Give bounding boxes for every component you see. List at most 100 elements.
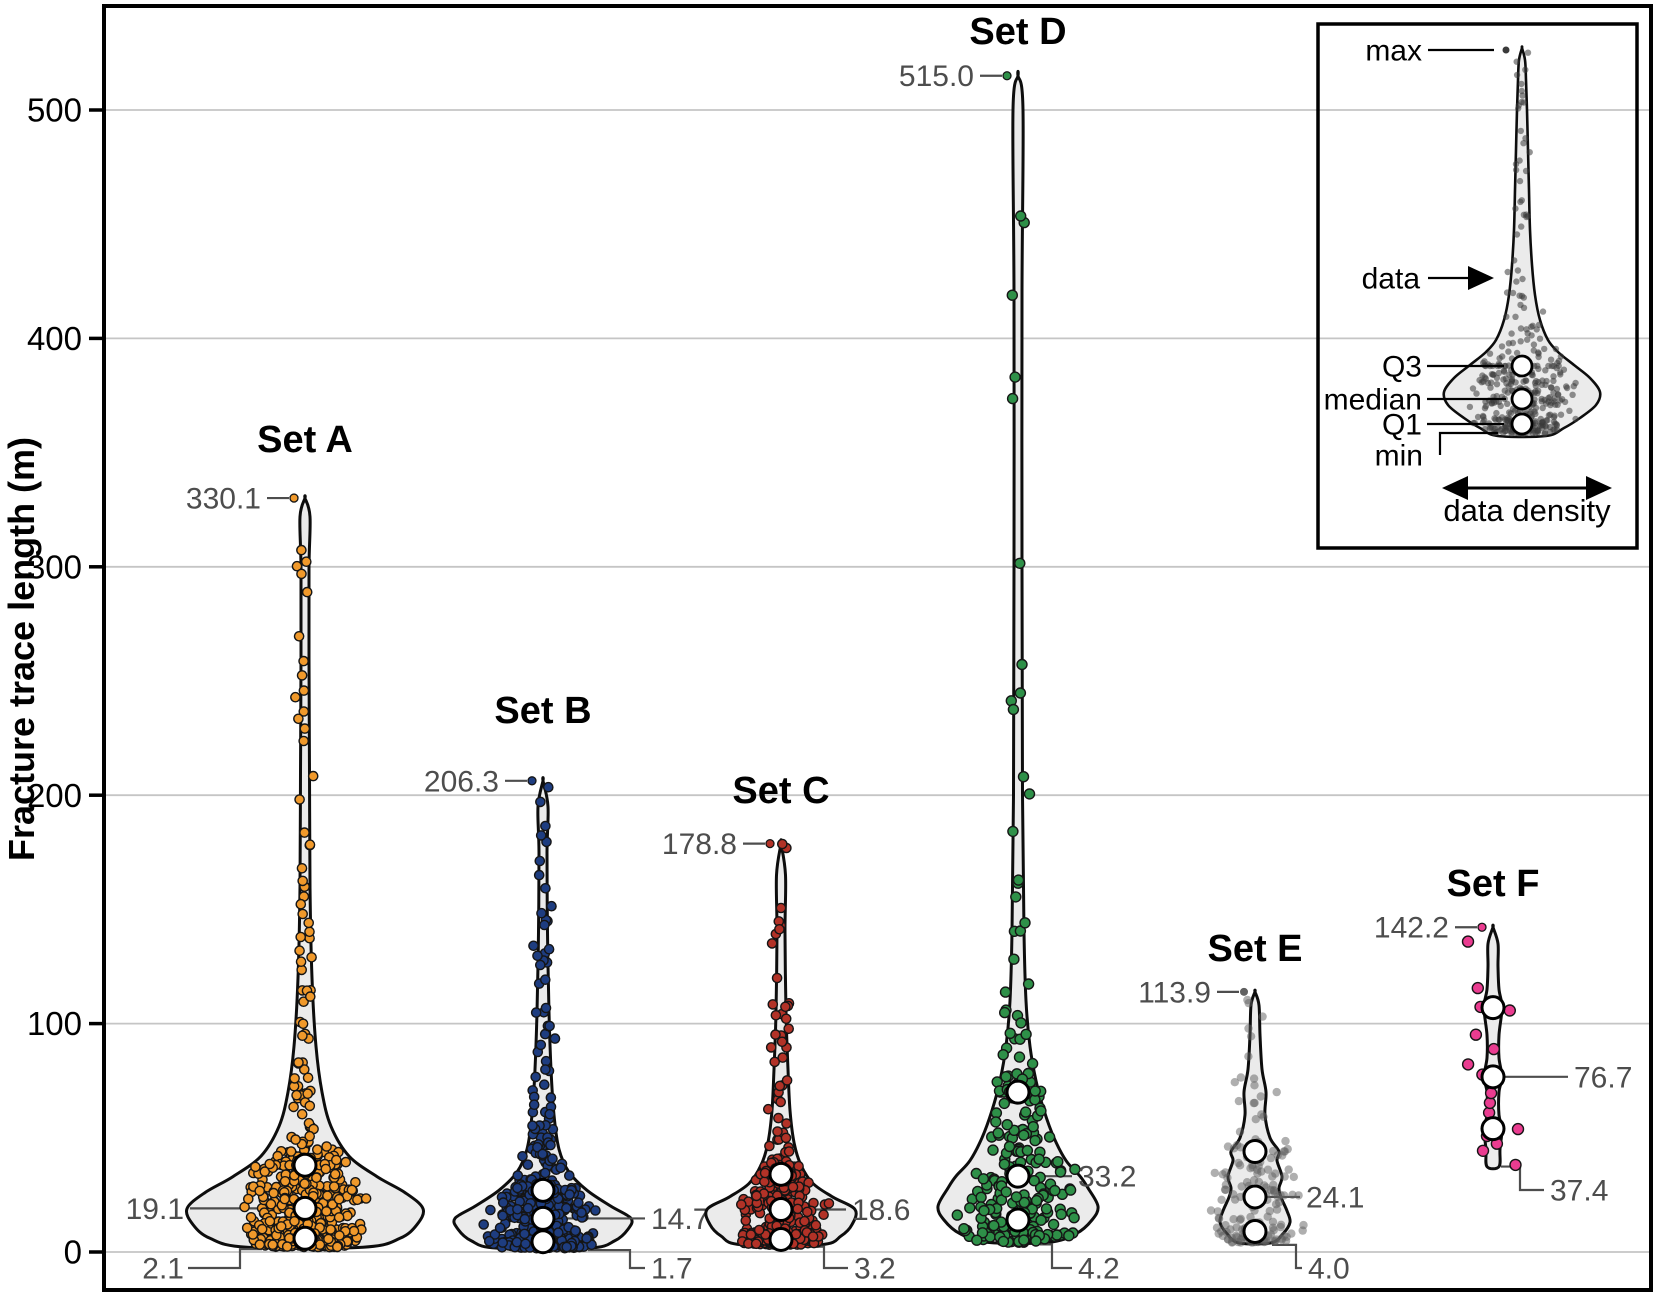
data-point [751,1190,762,1202]
inset-data-point [1496,416,1503,423]
inset-data-point [1473,390,1480,397]
data-point [561,1202,572,1214]
data-point [1266,1153,1276,1163]
data-point [1014,687,1027,699]
data-point [1461,1058,1475,1071]
inset-data-point [1548,399,1555,406]
data-point [1054,1166,1067,1178]
inset-data-point [1518,223,1525,230]
data-point [1047,1218,1060,1231]
max-label: 142.2 [1374,912,1449,945]
data-point [750,1238,762,1250]
data-point [522,1202,534,1214]
inset-data-point [1541,345,1548,353]
inset-data-point [1548,362,1556,370]
inset-data-point [1491,425,1499,432]
data-point [1257,1110,1266,1119]
data-point [254,1239,266,1250]
data-point [302,1072,314,1084]
data-point [304,991,316,1002]
data-point [1030,1194,1043,1207]
data-point [539,919,550,931]
inset-data-point [1515,102,1523,109]
inset-data-point [1522,377,1529,384]
data-point [1213,1207,1223,1216]
data-point [753,1224,765,1236]
data-point [773,1112,784,1124]
series-title: Set D [969,11,1066,53]
data-point [299,827,310,838]
inset-data-point [1513,231,1521,238]
data-point [295,956,307,968]
data-point [517,1151,528,1162]
data-point [763,1103,774,1115]
series-title: Set E [1207,928,1302,970]
inset-data-point [1534,362,1541,369]
data-point [1028,1174,1040,1187]
data-point [297,875,309,887]
data-point [323,1233,334,1245]
data-point [987,1144,999,1156]
data-point [1022,978,1035,990]
inset-data-point [1517,325,1525,332]
max-label: 515.0 [899,60,974,93]
inset-data-point [1550,373,1557,380]
data-point [304,926,315,938]
data-point [328,1181,340,1192]
inset-data-point [1539,308,1547,315]
data-point [992,1127,1004,1139]
inset-data-point [1535,321,1543,328]
inset-data-point [1512,166,1520,174]
data-point [999,986,1012,998]
data-point [334,1230,345,1241]
data-point [781,1118,792,1129]
inset-data-point [1491,415,1498,422]
inset-max-point [1502,46,1510,54]
data-point [740,1215,752,1226]
data-point [534,855,546,867]
data-point [540,974,551,986]
data-point [296,1108,308,1120]
inset-data-point [1505,340,1513,347]
data-point [306,952,317,963]
data-point [1051,1229,1063,1241]
data-point [1033,1153,1045,1165]
data-point [1276,1222,1285,1232]
data-point [1284,1165,1293,1174]
data-point [294,794,305,805]
max-data-point [1477,922,1487,932]
max-data-point [1002,71,1012,81]
data-point [497,1237,509,1248]
quartile-circle-median [1005,1163,1031,1189]
inset-data-point [1524,336,1531,343]
data-point [293,1057,304,1068]
inset-data-point [1558,396,1566,403]
violin-set-f: 142.2 76.7 37.4 Set F [1374,863,1632,1208]
data-point [1289,1172,1299,1182]
inset-data-point [1481,405,1489,412]
data-point [1006,392,1019,405]
frame-layer: 0 100 200 300 400 500 Fracture trace length (m… [1,4,1653,1292]
data-point [759,1176,770,1187]
data-point [1271,1169,1280,1178]
inset-data-point [1523,211,1530,218]
data-point [340,1156,352,1168]
y-tick-label: 100 [27,1005,82,1042]
min-label: 2.1 [142,1253,184,1286]
data-point [1249,1074,1259,1083]
data-point [1014,557,1026,569]
max-data-point [289,493,299,503]
min-label: 37.4 [1550,1175,1608,1208]
data-point [1511,1122,1525,1136]
data-point [1243,995,1252,1005]
inset-density-arrow-left-icon [1442,476,1468,500]
data-point [1001,1118,1013,1131]
data-point [771,972,783,984]
data-point [497,1197,509,1208]
violin-set-e: 113.9 24.1 4.0 Set E [1138,928,1364,1286]
inset-data-point [1524,49,1532,56]
data-point [1226,1225,1235,1234]
inset-data-point [1539,421,1547,429]
quartile-circle-median [530,1205,556,1231]
data-point [533,869,545,881]
